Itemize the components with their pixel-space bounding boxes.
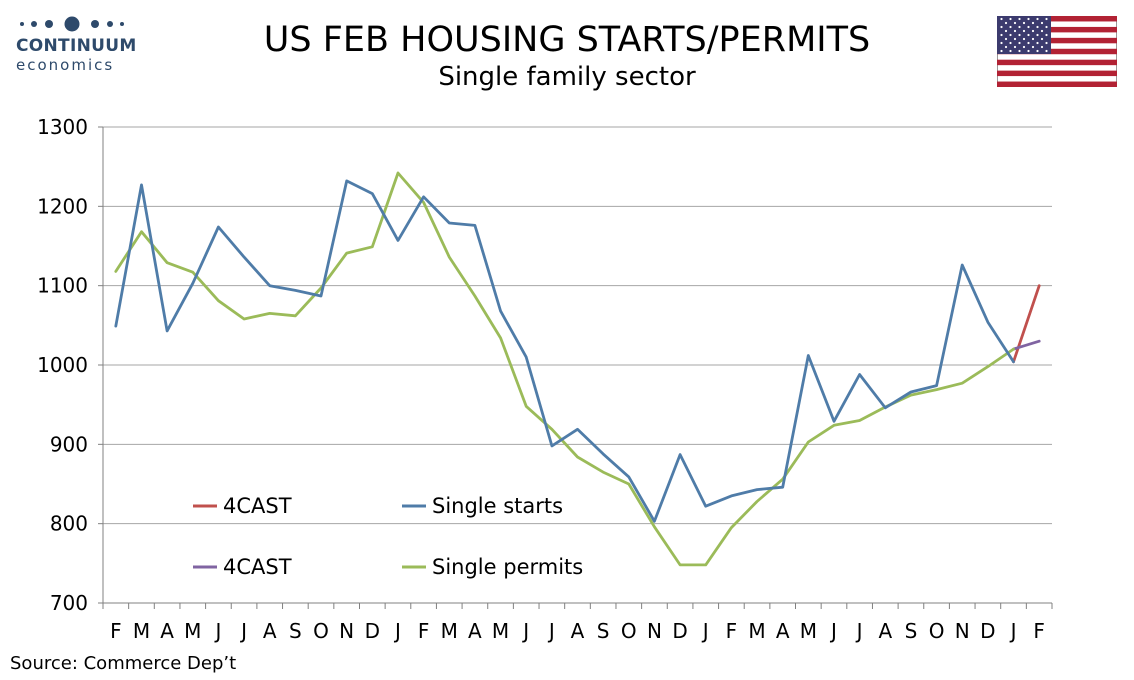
x-tick-label: M [492,619,509,643]
logo-brand: CONTINUUM [16,36,137,56]
legend-label: 4CAST [223,555,292,579]
x-tick-label: A [878,619,892,643]
x-tick-label: J [829,619,837,643]
x-tick-label: J [213,619,221,643]
series-lines [114,171,1041,567]
x-tick-label: F [1033,619,1045,643]
x-tick-label: A [160,619,174,643]
x-tick-label: J [521,619,529,643]
x-tick-label: M [800,619,817,643]
x-tick-label: A [571,619,585,643]
logo-dots [20,16,124,32]
x-tick-label: F [110,619,122,643]
y-tick-label: 1100 [37,274,88,298]
4cast-line-2 [1012,284,1041,364]
y-tick-label: 1000 [37,353,88,377]
y-tick-label: 900 [50,432,88,456]
chart-subtitle: Single family sector [438,62,696,92]
x-tick-label: D [672,619,687,643]
x-tick-label: O [621,619,637,643]
x-tick-label: A [263,619,277,643]
legend-label: Single permits [432,555,583,579]
x-tick-label: S [597,619,610,643]
x-tick-label: A [468,619,482,643]
x-tick-label: D [980,619,995,643]
x-tick-label: M [184,619,201,643]
x-tick-label: M [441,619,458,643]
source-note: Source: Commerce Dep’t [10,653,237,674]
logo-sub: economics [16,56,115,74]
x-tick-label: J [239,619,247,643]
single-starts-line-0 [114,179,1015,523]
x-tick-label: O [313,619,329,643]
y-tick-label: 1200 [37,194,88,218]
x-tick-label: N [647,619,662,643]
x-tick-label: J [547,619,555,643]
x-tick-label: D [365,619,380,643]
legend-label: Single starts [432,494,563,518]
4cast-line-3 [1012,339,1041,351]
x-tick-label: N [955,619,970,643]
x-tick-label: S [905,619,918,643]
legend: 4CAST Single starts 4CAST Single permits [193,494,583,579]
x-tick-label: M [748,619,765,643]
x-tick-label: O [929,619,945,643]
x-tick-label: M [133,619,150,643]
y-tick-label: 1300 [37,115,88,139]
y-tick-label: 800 [50,512,88,536]
x-tick-label: N [339,619,354,643]
x-tick-label: J [1009,619,1017,643]
x-tick-label: J [855,619,863,643]
x-tick-label: J [393,619,401,643]
single-permits-line-1 [114,171,1015,567]
x-tick-label: F [726,619,738,643]
us-flag-icon [997,16,1117,87]
x-tick-label: A [776,619,790,643]
logo: CONTINUUM economics [14,12,144,78]
x-tick-label: J [701,619,709,643]
chart-title: US FEB HOUSING STARTS/PERMITS [263,20,871,60]
x-tick-label: F [418,619,430,643]
x-tick-label: S [289,619,302,643]
gridlines [103,126,1052,525]
legend-label: 4CAST [223,494,292,518]
y-tick-label: 700 [50,591,88,615]
